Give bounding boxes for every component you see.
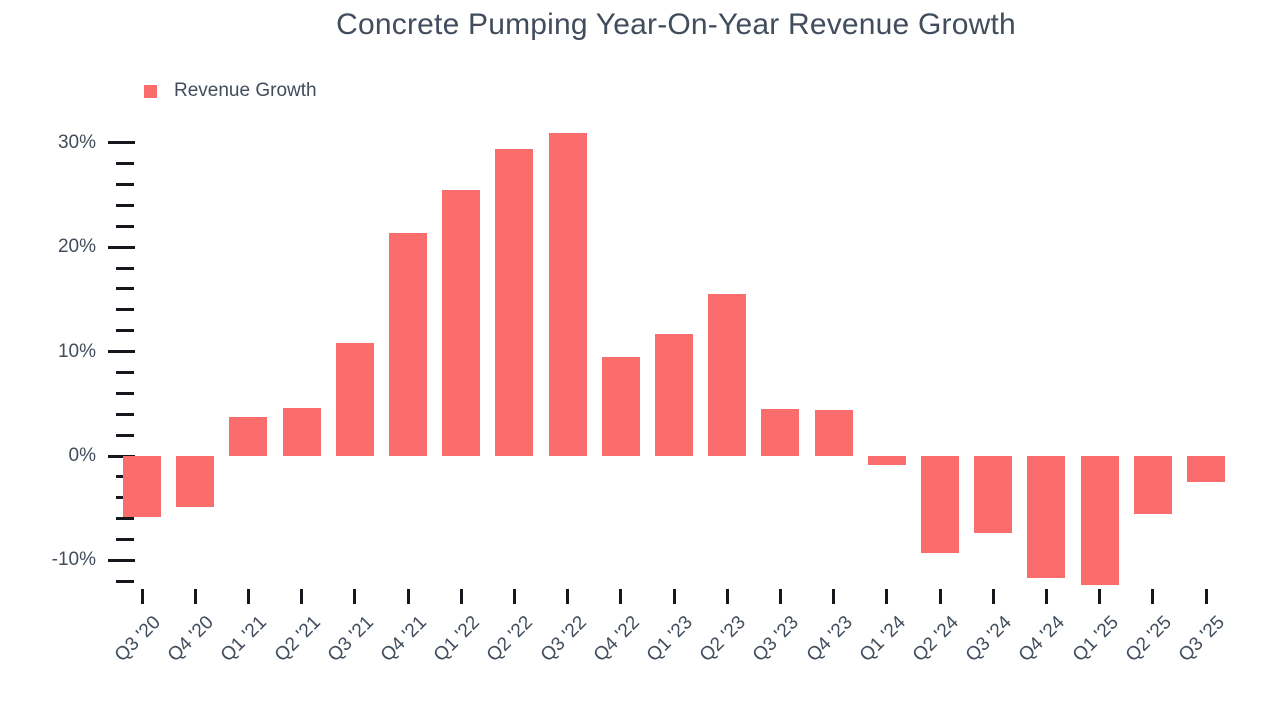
y-axis-minor-tick: [116, 203, 134, 207]
revenue-growth-bar: [867, 456, 906, 466]
x-axis-tick: [1204, 589, 1208, 604]
revenue-growth-bar: [548, 133, 587, 456]
revenue-growth-bar: [176, 456, 215, 508]
revenue-growth-bar: [442, 189, 481, 456]
legend-label: Revenue Growth: [174, 80, 317, 101]
x-axis-tick: [459, 589, 463, 604]
revenue-growth-bar: [123, 456, 161, 517]
revenue-growth-bar: [1133, 456, 1172, 515]
y-axis-minor-tick: [116, 162, 134, 166]
y-axis-tick-label: 30%: [57, 131, 96, 153]
x-axis-tick: [619, 589, 623, 604]
y-axis-minor-tick: [116, 433, 134, 437]
y-axis-major-tick: [108, 558, 135, 562]
x-axis-tick: [246, 589, 250, 604]
revenue-growth-bar: [335, 343, 374, 456]
x-axis-tick-label: Q3 '20: [110, 612, 165, 667]
revenue-growth-bar: [1187, 456, 1225, 483]
y-axis-minor-tick: [116, 370, 134, 374]
revenue-growth-bar: [921, 456, 959, 554]
revenue-growth-bar: [229, 417, 268, 456]
x-axis-tick: [406, 589, 410, 604]
y-axis-minor-tick: [116, 579, 134, 583]
revenue-growth-bar: [601, 356, 640, 456]
y-axis-minor-tick: [116, 287, 134, 291]
legend-swatch-icon: [144, 84, 157, 98]
y-axis-minor-tick: [116, 308, 134, 312]
y-axis-major-tick: [108, 454, 135, 458]
revenue-growth-bar: [495, 149, 534, 456]
y-axis-major-tick: [108, 141, 135, 145]
x-axis-tick: [512, 589, 516, 604]
revenue-growth-bar: [761, 409, 800, 456]
chart-title: Concrete Pumping Year-On-Year Revenue Gr…: [336, 8, 1016, 41]
y-axis-major-tick: [108, 350, 135, 354]
x-axis-tick: [1044, 589, 1048, 604]
x-axis-tick: [1098, 589, 1102, 604]
x-axis-tick: [672, 589, 676, 604]
revenue-growth-bar: [655, 333, 693, 456]
y-axis-minor-tick: [116, 266, 134, 270]
revenue-growth-bar: [1027, 456, 1066, 579]
y-axis-minor-tick: [116, 538, 134, 542]
revenue-growth-bar: [814, 410, 853, 456]
x-axis-tick: [1151, 589, 1155, 604]
y-axis-minor-tick: [116, 391, 134, 395]
x-axis-tick: [725, 589, 729, 604]
y-axis-major-tick: [108, 245, 135, 249]
x-axis-tick: [193, 589, 197, 604]
x-axis-tick: [885, 589, 889, 604]
revenue-growth-bar: [282, 407, 321, 456]
revenue-growth-bar: [389, 232, 427, 456]
legend: Revenue Growth: [144, 80, 317, 102]
y-axis-tick-label: -10%: [51, 549, 96, 571]
x-axis-tick: [140, 589, 144, 604]
x-axis-tick: [832, 589, 836, 604]
x-axis-tick: [991, 589, 995, 604]
y-axis-tick-label: 20%: [57, 236, 96, 258]
y-axis-minor-tick: [116, 517, 134, 521]
revenue-growth-bar: [708, 294, 747, 456]
y-axis-tick-label: 0%: [68, 445, 96, 466]
x-axis-tick: [300, 589, 304, 604]
x-axis-tick: [778, 589, 782, 604]
y-axis-tick-label: 10%: [57, 340, 96, 362]
x-axis-tick: [938, 589, 942, 604]
y-axis-minor-tick: [116, 412, 134, 416]
revenue-growth-bar: [1080, 456, 1119, 586]
y-axis-minor-tick: [116, 224, 134, 228]
y-axis-minor-tick: [116, 329, 134, 333]
x-axis-tick: [566, 589, 570, 604]
x-axis-tick: [353, 589, 357, 604]
y-axis-minor-tick: [116, 183, 134, 187]
revenue-growth-bar: [974, 456, 1013, 534]
